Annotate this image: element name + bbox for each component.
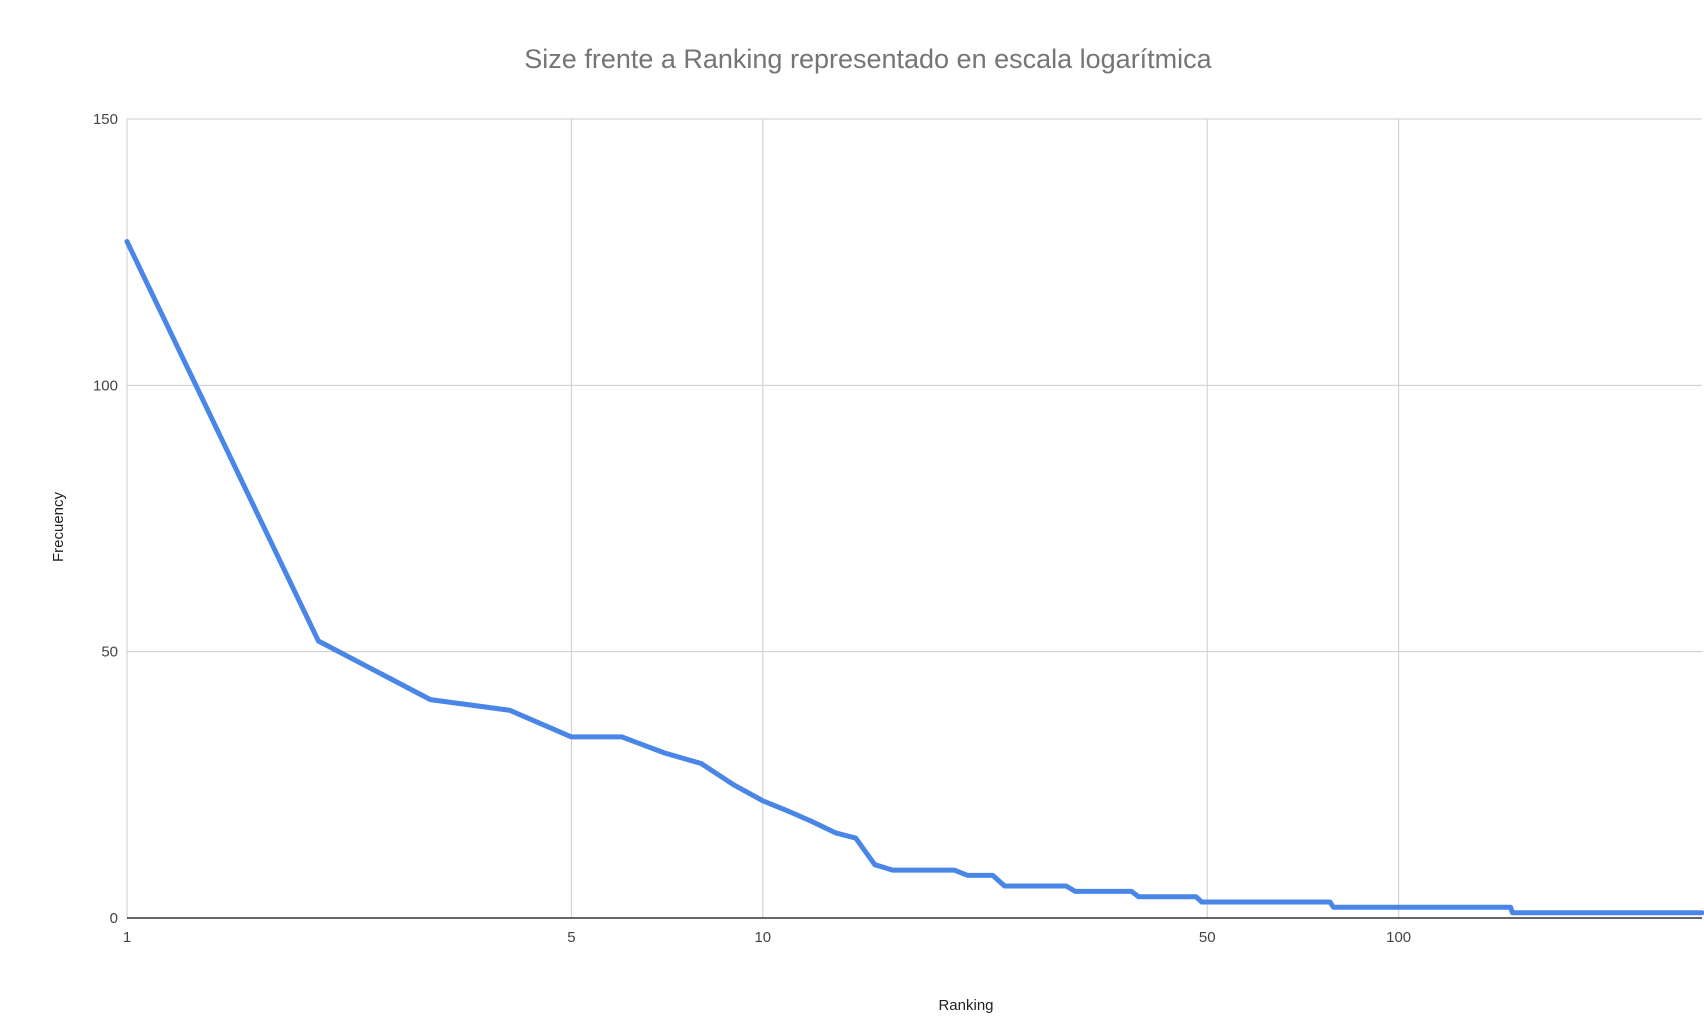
- x-tick-label: 1: [123, 929, 131, 946]
- x-axis-tick-labels: 1 5 10 50 100: [123, 929, 1411, 946]
- x-tick-label: 10: [754, 929, 771, 946]
- chart-title: Size frente a Ranking representado en es…: [524, 44, 1212, 74]
- series-group: [124, 239, 1704, 916]
- x-axis-title: Ranking: [938, 997, 993, 1014]
- y-tick-label: 50: [101, 644, 118, 661]
- x-tick-label: 50: [1199, 929, 1216, 946]
- y-tick-label: 150: [93, 111, 118, 128]
- y-axis-tick-labels: 0 50 100 150: [93, 111, 118, 927]
- y-tick-label: 100: [93, 377, 118, 394]
- x-tick-label: 5: [567, 929, 575, 946]
- grid: [126, 118, 1702, 918]
- y-tick-label: 0: [110, 910, 118, 927]
- series-line: [124, 239, 1704, 916]
- x-tick-label: 100: [1386, 929, 1411, 946]
- y-axis-title: Frecuency: [50, 491, 67, 562]
